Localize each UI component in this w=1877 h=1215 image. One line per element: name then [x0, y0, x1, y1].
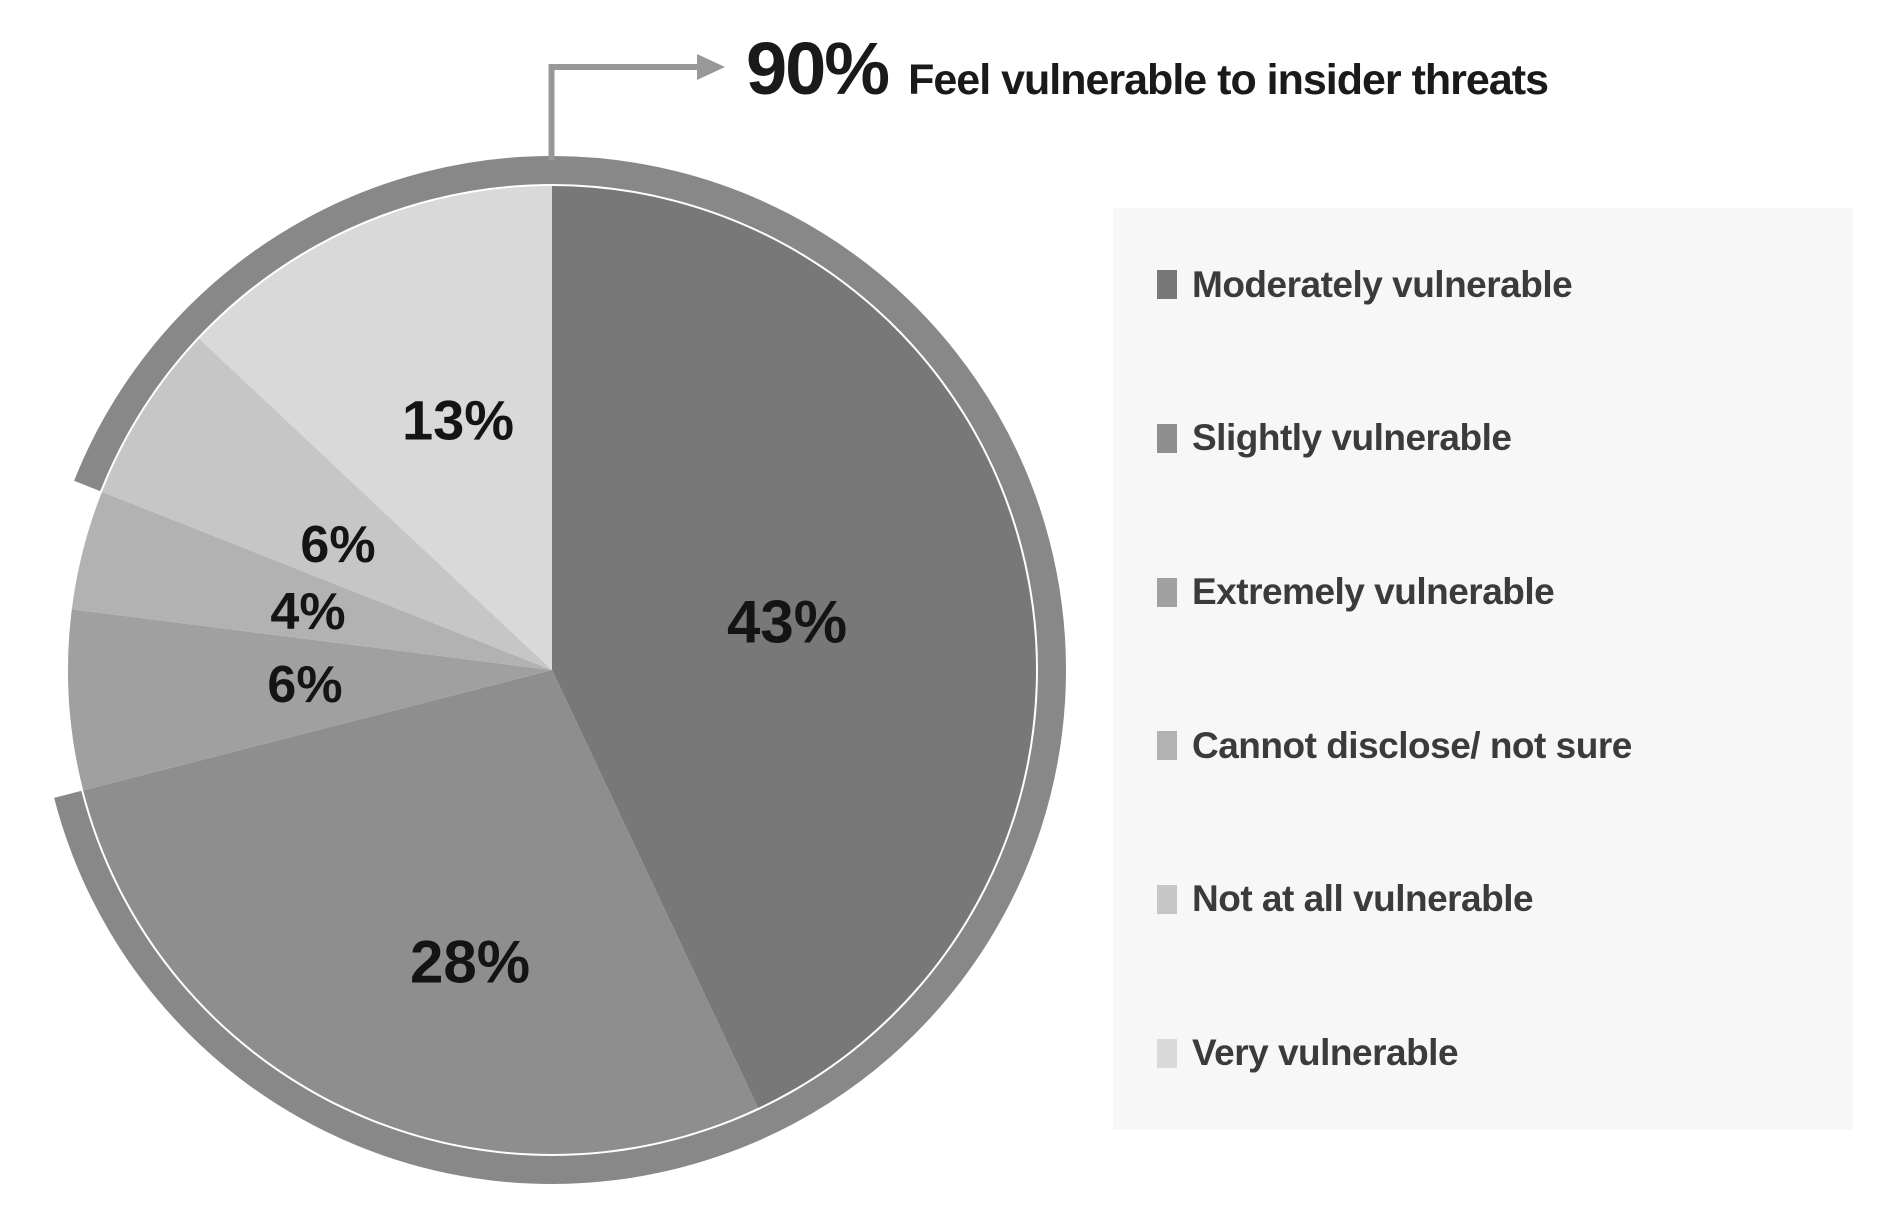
annotation-arrow [548, 54, 725, 160]
slice-label: 4% [270, 583, 345, 641]
slice-label: 6% [300, 516, 375, 574]
slice-label: 6% [267, 656, 342, 714]
legend-item: Not at all vulnerable [1157, 878, 1853, 920]
legend-swatch-icon [1157, 731, 1177, 761]
legend-item: Moderately vulnerable [1157, 264, 1853, 306]
legend-label: Very vulnerable [1192, 1032, 1459, 1074]
legend-swatch-icon [1157, 577, 1177, 607]
legend-item: Extremely vulnerable [1157, 571, 1853, 613]
legend-swatch-icon [1157, 270, 1177, 300]
legend-item: Very vulnerable [1157, 1032, 1853, 1074]
legend-label: Slightly vulnerable [1192, 417, 1512, 459]
legend-item: Cannot disclose/ not sure [1157, 725, 1853, 767]
arrow-line [548, 64, 700, 160]
legend-swatch-icon [1157, 423, 1177, 453]
legend-swatch-icon [1157, 1038, 1177, 1068]
legend: Moderately vulnerable Slightly vulnerable… [1113, 208, 1853, 1130]
legend-item: Slightly vulnerable [1157, 417, 1853, 459]
pie-slice-slightly-vulnerable [83, 670, 759, 1154]
arrow-head-icon [697, 54, 725, 80]
legend-label: Not at all vulnerable [1192, 878, 1534, 920]
legend-label: Extremely vulnerable [1192, 571, 1555, 613]
pie-slice-moderately-vulnerable [552, 186, 1036, 1108]
pie-slice-not-at-all-vulnerable [101, 338, 552, 670]
pie-slice-cannot-disclose-not-sure [71, 491, 553, 670]
headline-stat: 90% [746, 27, 890, 110]
legend-swatch-icon [1157, 884, 1177, 914]
slice-label: 43% [727, 589, 847, 656]
slice-label: 13% [402, 389, 514, 452]
legend-label: Moderately vulnerable [1192, 263, 1573, 305]
slice-label: 28% [410, 929, 530, 996]
legend-label: Cannot disclose/ not sure [1192, 724, 1632, 766]
pie-slice-very-vulnerable [199, 186, 552, 670]
highlight-arc-90pct [54, 156, 1066, 1184]
pie-slice-extremely-vulnerable [68, 609, 553, 791]
headline-text: Feel vulnerable to insider threats [908, 56, 1549, 104]
headline: 90% Feel vulnerable to insider threats [746, 26, 1549, 111]
